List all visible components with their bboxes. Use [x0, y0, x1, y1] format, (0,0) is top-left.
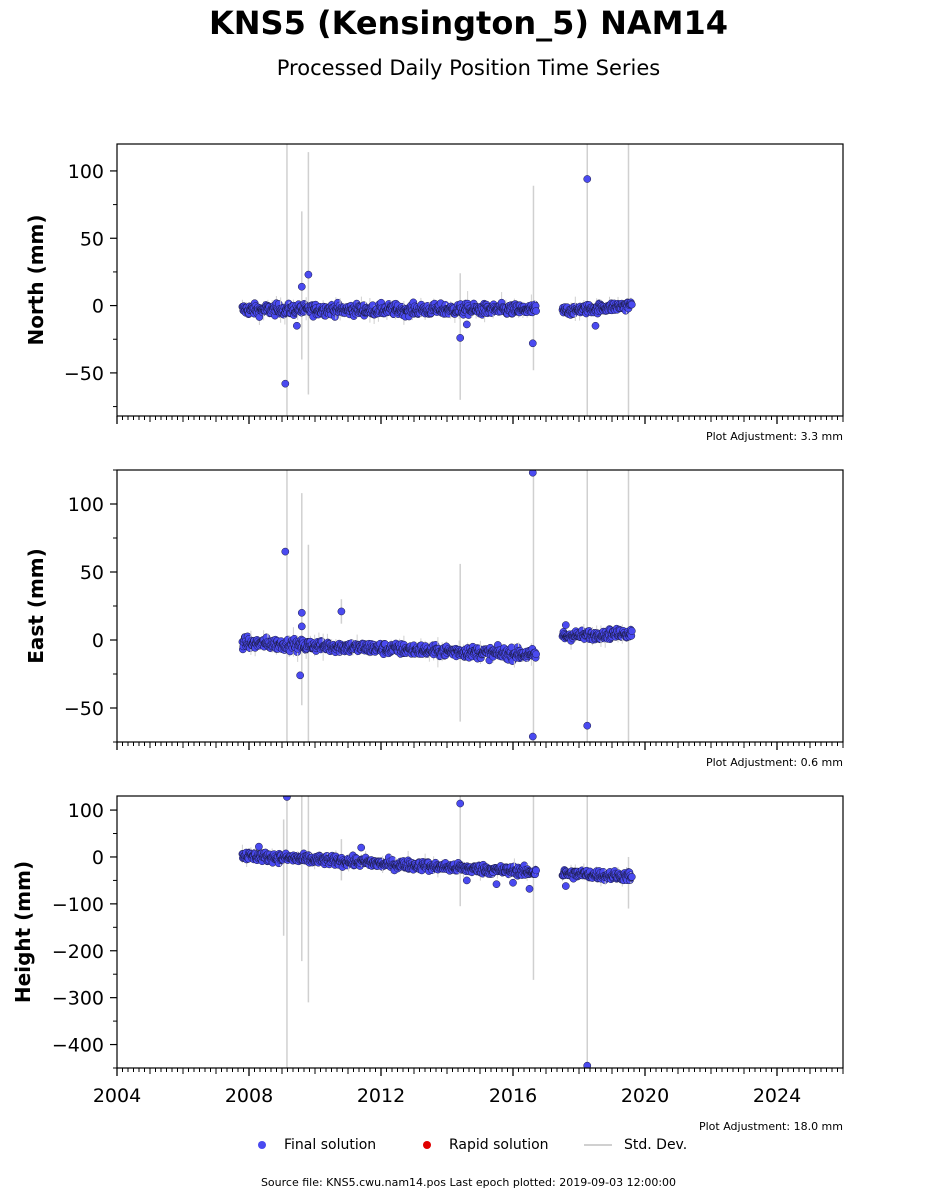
outlier-point: [509, 878, 517, 887]
y-tick-label: 0: [92, 296, 104, 318]
outlier-point: [561, 882, 570, 890]
outlier-point: [591, 321, 600, 330]
outlier-point: [462, 876, 471, 885]
x-tick-label: 2024: [753, 1085, 801, 1107]
data-point: [627, 627, 636, 635]
plot-frame: [116, 795, 844, 1069]
panel-north: −50 0 50 100 North (mm) Plot Adjustment: 3.3 …: [24, 143, 844, 443]
y-tick-label: 50: [80, 228, 104, 250]
outlier-point: [583, 1061, 592, 1068]
outlier-point: [462, 320, 471, 329]
y-tick-label: −300: [52, 988, 104, 1010]
outlier-point: [281, 547, 290, 556]
y-tick-label: −200: [52, 941, 104, 963]
outlier-point: [583, 175, 592, 183]
legend-rapid-label: Rapid solution: [449, 1137, 549, 1153]
outlier-point: [528, 470, 537, 477]
legend: Final solution Rapid solution Std. Dev.: [0, 1137, 937, 1157]
outlier-point: [357, 843, 366, 852]
outlier-point: [456, 799, 465, 808]
plot-area-east: [238, 470, 636, 742]
y-tick-label: 0: [92, 847, 104, 869]
outlier-point: [528, 732, 537, 741]
std-dev-line-icon: [584, 1144, 612, 1146]
plot-area-height: [238, 796, 636, 1068]
plot-adjustment: Plot Adjustment: 3.3 mm: [706, 430, 843, 443]
outlier-point: [337, 607, 346, 616]
y-tick-label: 0: [92, 630, 104, 652]
outlier-point: [525, 885, 534, 893]
chart-title: KNS5 (Kensington_5) NAM14: [208, 4, 729, 42]
x-tick-label: 2016: [489, 1085, 537, 1107]
y-axis-label: North (mm): [24, 214, 48, 345]
data-point: [532, 650, 540, 659]
y-tick-label: 100: [68, 494, 104, 516]
outlier-point: [293, 321, 301, 330]
data-point: [532, 307, 540, 315]
panel-height: −400 −300 −200 −100 0 100 2004 2008 2012 2016 2020…: [11, 795, 844, 1133]
plot-frame: [116, 469, 844, 743]
outlier-point: [561, 621, 570, 629]
rapid-solution-marker-icon: [423, 1141, 431, 1149]
x-tick-label: 2012: [357, 1085, 405, 1107]
outlier-point: [583, 721, 592, 730]
y-tick-label: 100: [68, 800, 104, 822]
y-tick-label: −100: [52, 894, 104, 916]
y-axis-label: East (mm): [24, 548, 48, 664]
x-tick-label: 2008: [225, 1085, 273, 1107]
final-solution-marker-icon: [258, 1141, 266, 1149]
panel-east: −50 0 50 100 East (mm) Plot Adjustment: 0.6 m…: [24, 469, 844, 769]
y-tick-label: −50: [64, 698, 104, 720]
plot-frame: [116, 143, 844, 417]
legend-std: Std. Dev.: [584, 1137, 687, 1153]
outlier-point: [528, 339, 537, 348]
data-point: [532, 866, 540, 875]
source-note: Source file: KNS5.cwu.nam14.pos Last epo…: [260, 1176, 677, 1189]
plot-adjustment: Plot Adjustment: 0.6 mm: [706, 756, 843, 769]
outlier-point: [283, 796, 291, 801]
x-tick-label: 2004: [93, 1085, 141, 1107]
legend-rapid: Rapid solution: [423, 1137, 549, 1153]
outlier-point: [304, 270, 313, 279]
outlier-point: [456, 334, 465, 342]
legend-std-label: Std. Dev.: [624, 1137, 688, 1153]
outlier-point: [281, 379, 290, 388]
plot-area-north: [238, 144, 636, 416]
data-point: [627, 873, 636, 881]
chart-subtitle: Processed Daily Position Time Series: [276, 56, 661, 80]
data-point: [627, 300, 636, 309]
y-tick-label: 50: [80, 562, 104, 584]
legend-final-label: Final solution: [284, 1137, 377, 1153]
y-tick-label: −400: [52, 1035, 104, 1057]
outlier-point: [297, 282, 306, 291]
outlier-point: [296, 671, 304, 680]
plot-adjustment: Plot Adjustment: 18.0 mm: [699, 1120, 843, 1133]
y-tick-label: 100: [68, 161, 104, 183]
x-tick-label: 2020: [621, 1085, 669, 1107]
outlier-point: [297, 622, 306, 631]
outlier-point: [297, 608, 306, 617]
y-axis-label: Height (mm): [11, 861, 35, 1003]
outlier-point: [255, 842, 263, 851]
y-tick-label: −50: [64, 363, 104, 385]
legend-final: Final solution: [258, 1137, 376, 1153]
outlier-point: [492, 880, 501, 889]
